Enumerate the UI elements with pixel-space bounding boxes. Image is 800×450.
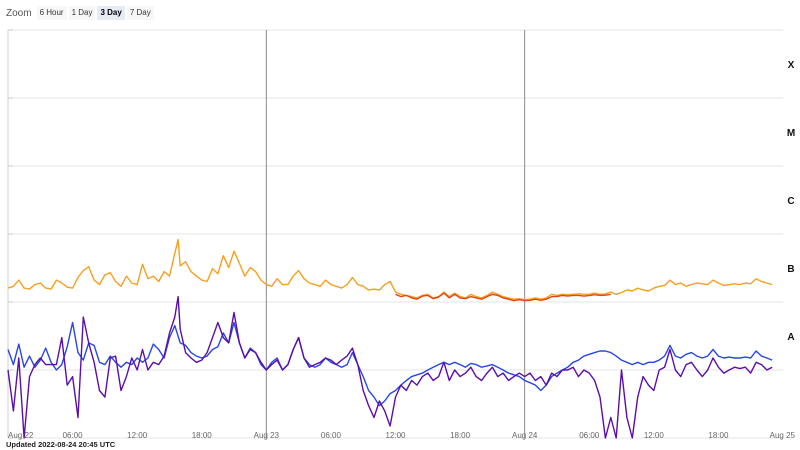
series-line-3 (7, 295, 773, 439)
series-line-1 (395, 292, 611, 302)
x-tick-label: 18:00 (708, 431, 729, 440)
x-tick-label: 06:00 (321, 431, 342, 440)
zoom-3-day-button[interactable]: 3 Day (97, 6, 125, 20)
flare-class-label: X (788, 60, 795, 71)
flare-class-label: C (787, 196, 794, 207)
zoom-1-day-button[interactable]: 1 Day (68, 6, 96, 20)
zoom-7-day-button[interactable]: 7 Day (126, 6, 154, 20)
x-tick-label: 12:00 (385, 431, 406, 440)
x-tick-label: 06:00 (579, 431, 600, 440)
zoom-control: Zoom 6 Hour 1 Day 3 Day 7 Day (6, 4, 156, 22)
updated-timestamp: Updated 2022-08-24 20:45 UTC (6, 440, 116, 449)
series-line-0 (7, 238, 773, 301)
zoom-label: Zoom (6, 7, 32, 19)
x-tick-label: Aug 25 (770, 431, 796, 440)
x-tick-label: 12:00 (127, 431, 148, 440)
flare-class-label: M (787, 128, 795, 139)
x-tick-label: Aug 23 (254, 431, 280, 440)
zoom-6-hour-button[interactable]: 6 Hour (36, 6, 67, 20)
x-tick-label: Aug 24 (512, 431, 538, 440)
x-tick-label: 18:00 (192, 431, 213, 440)
series-line-2 (7, 321, 773, 407)
x-tick-label: Aug 22 (8, 431, 34, 440)
x-tick-label: 18:00 (450, 431, 471, 440)
flare-class-label: A (787, 332, 794, 343)
flare-class-label: B (787, 264, 794, 275)
x-tick-label: 06:00 (63, 431, 84, 440)
x-tick-label: 12:00 (644, 431, 665, 440)
